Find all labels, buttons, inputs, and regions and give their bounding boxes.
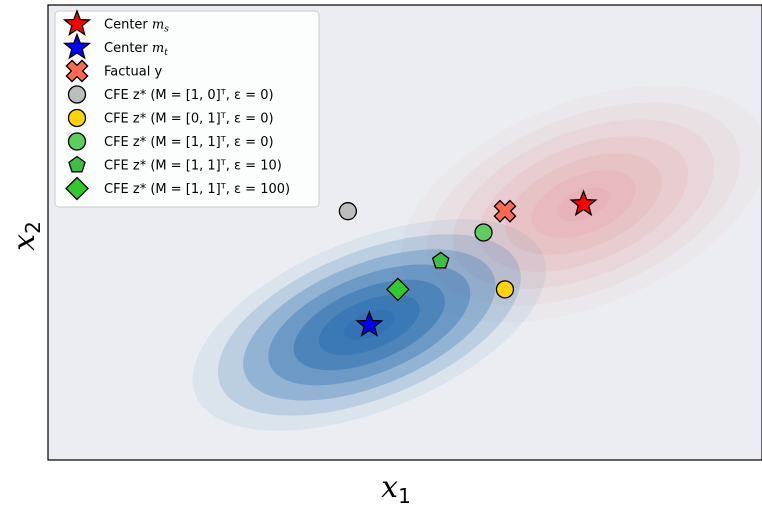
- legend-label-7: CFE z* (M = [1, 1]ᵀ, ε = 100): [104, 182, 290, 197]
- legend-label-3: CFE z* (M = [1, 0]ᵀ, ε = 0): [104, 88, 274, 103]
- legend-marker-3: [67, 85, 87, 104]
- x-axis-label-sub: 1: [398, 484, 411, 506]
- marker-point-7: [385, 277, 410, 302]
- legend-label-2: Factual y: [104, 65, 162, 80]
- marker-point-3: [338, 202, 358, 221]
- data-markers: [338, 189, 598, 337]
- legend-label-6: CFE z* (M = [1, 1]ᵀ, ε = 10): [104, 159, 282, 174]
- legend-box: [54, 10, 320, 208]
- legend-marker-1: [62, 32, 92, 60]
- legend-label-0: Center ms: [104, 18, 169, 35]
- marker-point-1: [355, 310, 384, 337]
- y-axis-label-var: x: [7, 234, 42, 251]
- marker-point-4: [495, 280, 515, 299]
- y-axis-label: x2: [7, 221, 45, 251]
- legend-label-5: CFE z* (M = [1, 1]ᵀ, ε = 0): [104, 135, 274, 150]
- legend-marker-2: [65, 59, 89, 83]
- y-axis-label-sub: 2: [21, 221, 45, 234]
- legend-marker-6: [68, 155, 86, 173]
- marker-point-5: [474, 223, 493, 242]
- marker-point-0: [569, 189, 598, 217]
- marker-point-2: [493, 199, 517, 223]
- legend-marker-5: [67, 132, 87, 151]
- legend-label-4: CFE z* (M = [0, 1]ᵀ, ε = 0): [104, 112, 274, 127]
- legend-marker-4: [67, 108, 87, 128]
- x-axis-label: x1: [381, 470, 411, 506]
- legend-marker-7: [65, 176, 89, 201]
- marker-point-6: [431, 251, 450, 269]
- legend-label-1: Center mt: [104, 41, 168, 58]
- plot-frame: [47, 4, 762, 461]
- legend: Center ms Center mt Factual y CFE z* (M = […: [54, 9, 320, 208]
- legend-marker-0: [62, 9, 92, 37]
- x-axis-label-var: x: [381, 470, 398, 505]
